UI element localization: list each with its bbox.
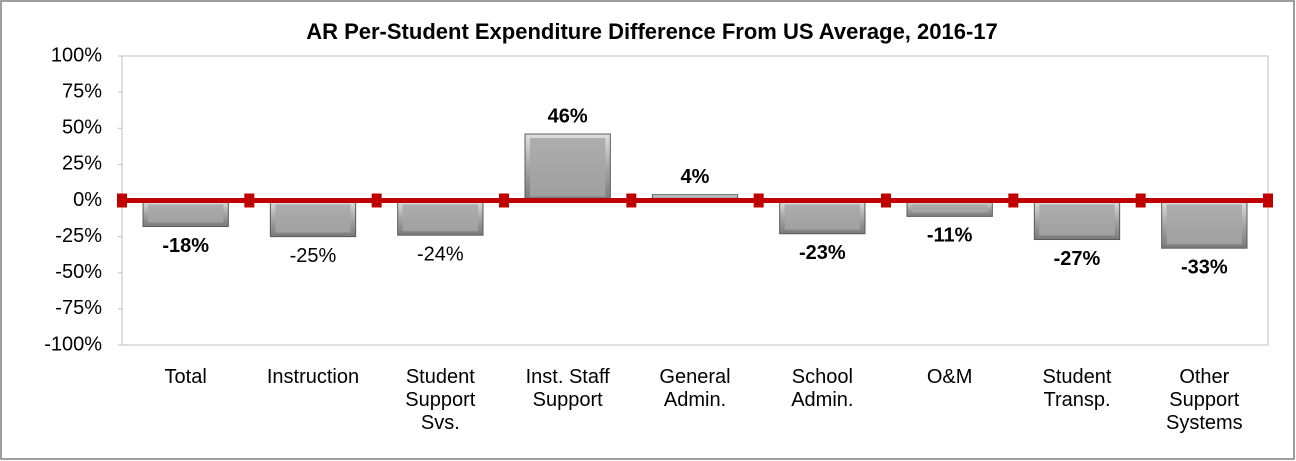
y-tick-label: 75% xyxy=(62,80,102,102)
bar-face xyxy=(275,204,351,233)
y-tick-label: -75% xyxy=(55,297,102,319)
y-tick-label: 50% xyxy=(62,117,102,139)
y-tick-label: 100% xyxy=(51,44,102,66)
bar-face xyxy=(912,204,988,213)
bar-face xyxy=(148,204,224,223)
x-tick-label: Student Transp. xyxy=(1042,366,1112,411)
data-label: -24% xyxy=(417,243,464,265)
x-tick-label: Other Support Systems xyxy=(1165,366,1243,434)
chart-title: AR Per-Student Expenditure Difference Fr… xyxy=(306,19,998,44)
data-label: 4% xyxy=(681,166,710,188)
bar-face xyxy=(402,204,478,232)
data-label: -33% xyxy=(1181,256,1228,278)
y-tick-label: 25% xyxy=(62,153,102,175)
x-tick-label: Instruction xyxy=(266,366,360,388)
bar-face xyxy=(530,138,606,197)
y-tick-label: -100% xyxy=(44,333,102,355)
bar-face xyxy=(1039,204,1115,236)
zero-line-marker xyxy=(1135,193,1146,208)
data-label: -11% xyxy=(927,225,973,247)
data-label: -27% xyxy=(1054,248,1101,270)
data-label: -25% xyxy=(290,245,337,267)
x-tick-label: Total xyxy=(164,366,207,388)
bar-face xyxy=(1166,204,1242,245)
zero-line-marker xyxy=(753,193,764,208)
zero-line-marker xyxy=(1008,193,1019,208)
zero-line-marker xyxy=(1263,193,1273,208)
x-tick-label: Inst. Staff Support xyxy=(525,366,610,411)
y-tick-label: -50% xyxy=(55,261,102,283)
zero-line-marker xyxy=(499,193,509,208)
data-label: -23% xyxy=(799,242,846,264)
x-tick-label: O&M xyxy=(926,366,973,388)
zero-line-marker xyxy=(117,193,127,208)
zero-line-marker xyxy=(626,193,637,208)
zero-line-marker xyxy=(371,193,382,208)
zero-line-marker xyxy=(244,193,255,208)
x-tick-label: General Admin. xyxy=(659,366,731,411)
data-label: -18% xyxy=(162,235,209,257)
y-tick-label: -25% xyxy=(55,225,102,247)
zero-line-marker xyxy=(881,193,891,208)
y-tick-label: 0% xyxy=(73,189,102,211)
bar-face xyxy=(784,204,860,230)
data-label: 46% xyxy=(548,105,588,127)
x-tick-label: Student Support Svs. xyxy=(405,366,476,434)
x-tick-label: School Admin. xyxy=(791,366,854,411)
